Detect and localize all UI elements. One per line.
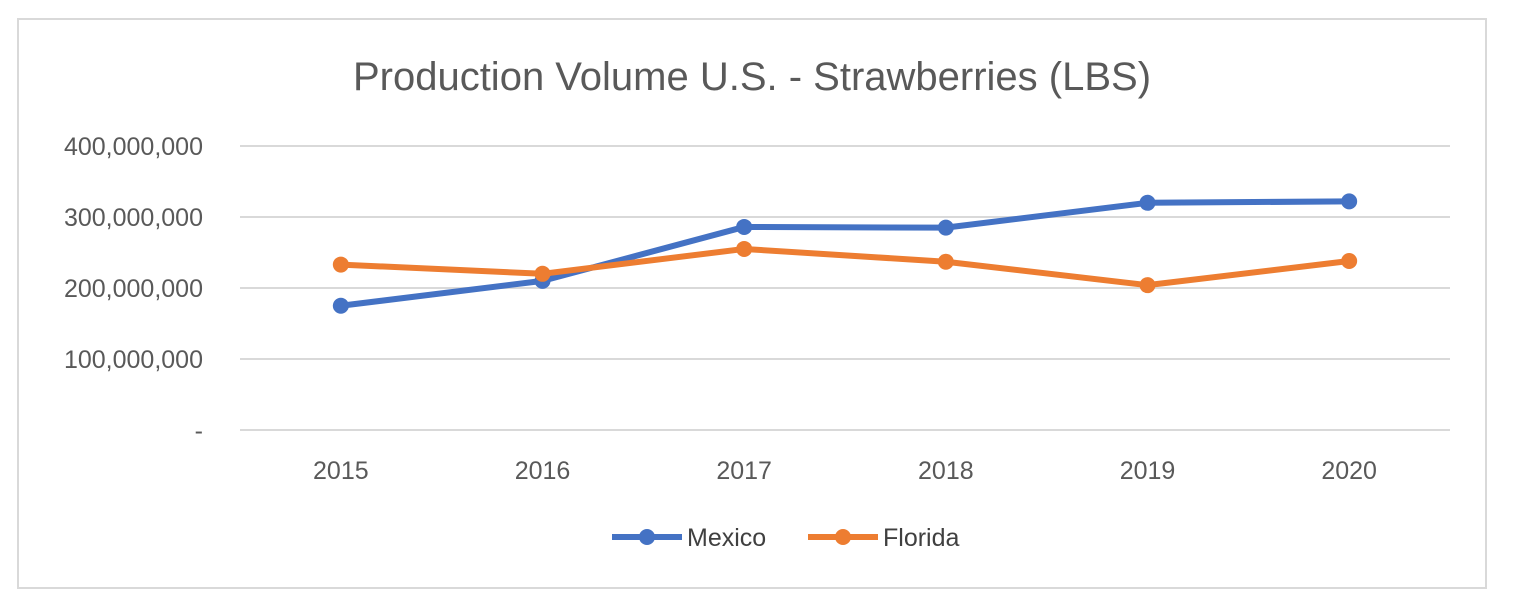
legend-label: Mexico (687, 524, 766, 552)
gridlines (240, 145, 1450, 431)
y-tick-label: 300,000,000 (64, 204, 203, 232)
data-point (1139, 194, 1156, 211)
chart-frame (17, 18, 1487, 589)
data-point (736, 218, 753, 235)
series-florida (332, 240, 1358, 294)
x-tick-label: 2016 (515, 457, 571, 485)
data-point (937, 253, 954, 270)
y-axis-ticks: - 100,000,000 200,000,000 300,000,000 400,00… (64, 133, 203, 445)
y-tick-label: 400,000,000 (64, 133, 203, 161)
data-point (937, 219, 954, 236)
chart-title: Production Volume U.S. - Strawberries (L… (353, 55, 1151, 99)
x-tick-label: 2017 (716, 457, 772, 485)
x-tick-label: 2019 (1120, 457, 1176, 485)
legend-swatch-marker (639, 529, 655, 545)
series-line (337, 198, 1353, 309)
series-line (337, 245, 1353, 289)
data-point (1341, 253, 1358, 270)
legend-item: Mexico (612, 524, 766, 552)
y-tick-label: 200,000,000 (64, 275, 203, 303)
data-point (332, 297, 349, 314)
data-point (1341, 193, 1358, 210)
x-tick-label: 2020 (1321, 457, 1377, 485)
data-point (736, 240, 753, 257)
series-lines (332, 193, 1358, 314)
x-axis-ticks: 2015 2016 2017 2018 2019 2020 (313, 457, 1377, 485)
y-tick-label: - (195, 417, 203, 445)
y-tick-label: 100,000,000 (64, 346, 203, 374)
legend-swatch-marker (835, 529, 851, 545)
legend-item: Florida (808, 524, 960, 552)
data-point (332, 256, 349, 273)
data-point (1139, 277, 1156, 294)
data-point (534, 265, 551, 282)
x-tick-label: 2018 (918, 457, 974, 485)
legend: Mexico Florida (612, 524, 960, 552)
x-tick-label: 2015 (313, 457, 369, 485)
legend-label: Florida (883, 524, 960, 552)
